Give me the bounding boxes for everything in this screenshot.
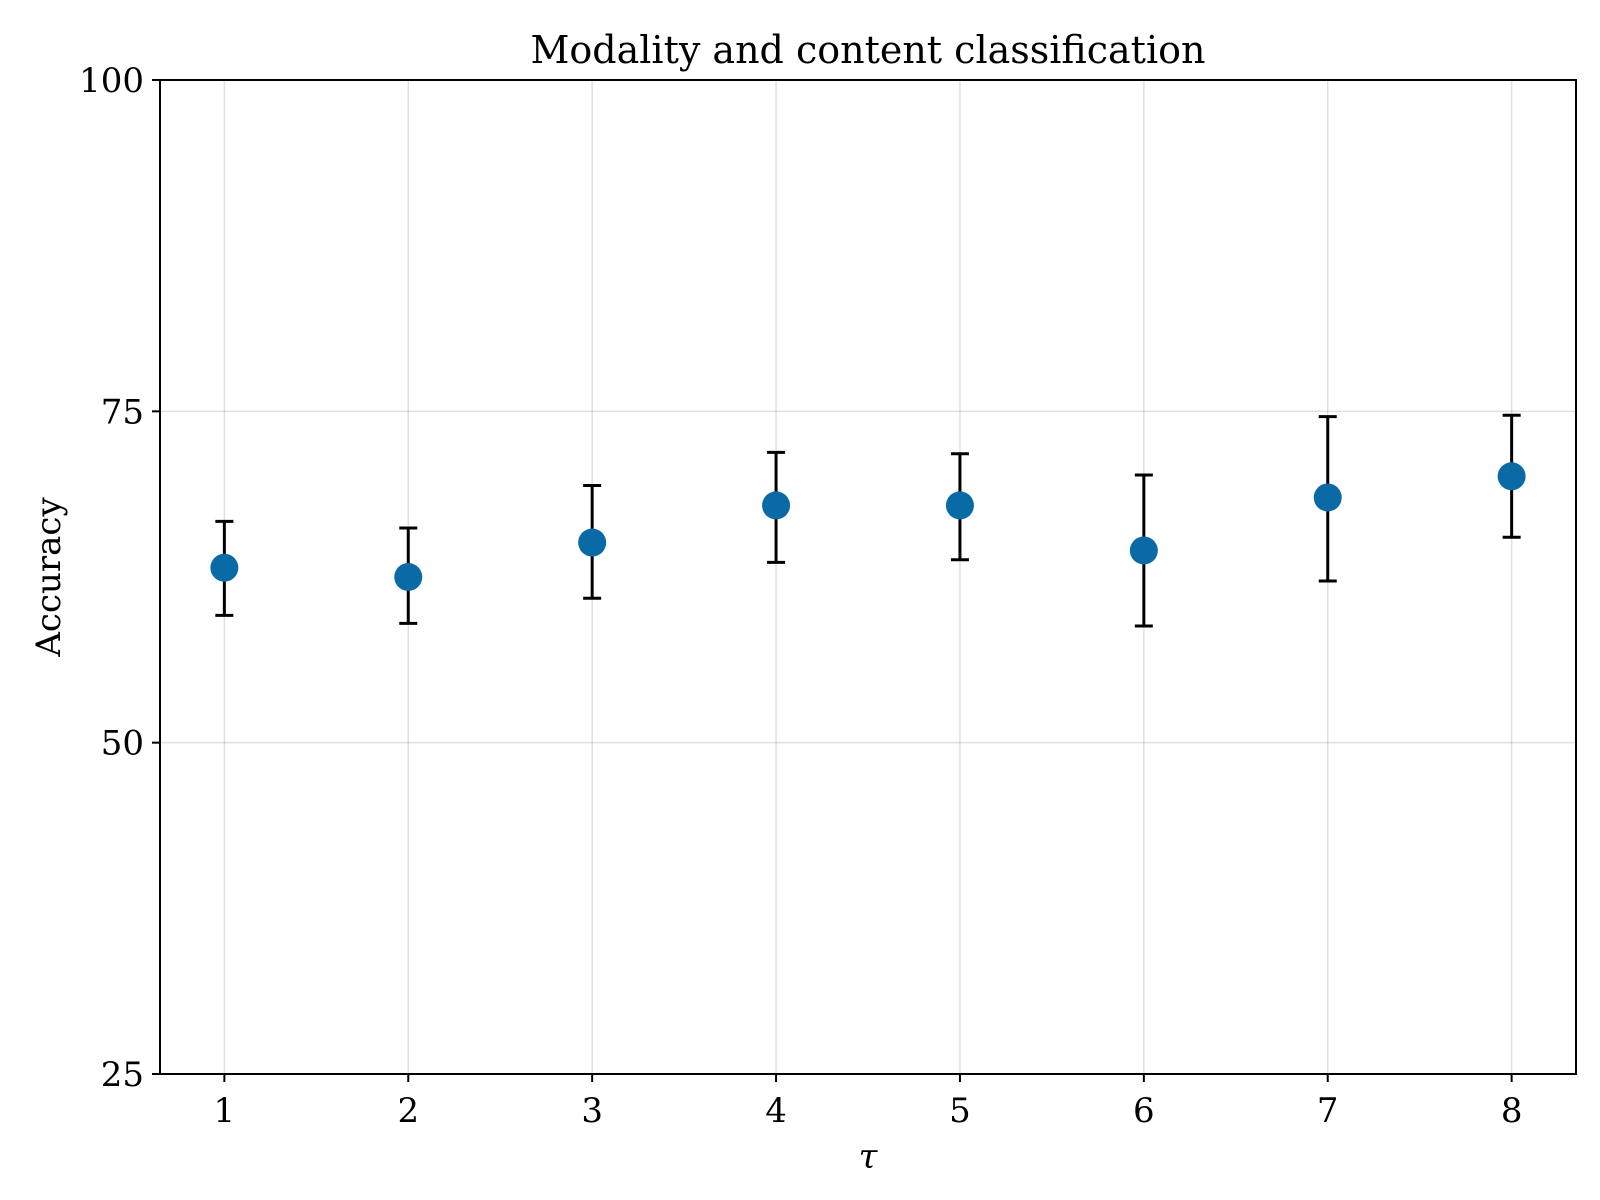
x-axis-label: τ xyxy=(859,1137,879,1177)
data-point xyxy=(1129,536,1158,565)
x-tick-label: 5 xyxy=(949,1091,971,1131)
error-bars xyxy=(215,413,1521,628)
chart-title: Modality and content classification xyxy=(531,28,1206,72)
data-points xyxy=(210,462,1526,591)
x-tick-label: 8 xyxy=(1501,1091,1523,1131)
data-point xyxy=(1497,462,1526,491)
y-tick-label: 25 xyxy=(101,1055,144,1095)
data-point xyxy=(945,491,974,520)
data-point xyxy=(1313,483,1342,512)
x-tick-label: 1 xyxy=(214,1091,236,1131)
data-point xyxy=(578,528,607,557)
x-tick-label: 7 xyxy=(1317,1091,1339,1131)
x-tick-label: 2 xyxy=(397,1091,419,1131)
y-tick-label: 75 xyxy=(101,392,144,432)
x-tick-label: 3 xyxy=(581,1091,603,1131)
data-point xyxy=(394,563,423,591)
data-point xyxy=(762,491,791,520)
tick-labels: 1 2 3 4 5 6 7 8 25 50 75 100 xyxy=(79,61,1522,1131)
axis-ticks xyxy=(152,79,1513,1082)
grid xyxy=(160,79,1576,1075)
data-point xyxy=(210,553,239,582)
plot-frame xyxy=(159,79,1577,1075)
x-tick-label: 6 xyxy=(1133,1091,1155,1131)
x-tick-label: 4 xyxy=(765,1091,787,1131)
y-tick-label: 100 xyxy=(79,61,144,101)
y-tick-label: 50 xyxy=(101,724,144,764)
y-axis-label: Accuracy xyxy=(29,497,69,658)
